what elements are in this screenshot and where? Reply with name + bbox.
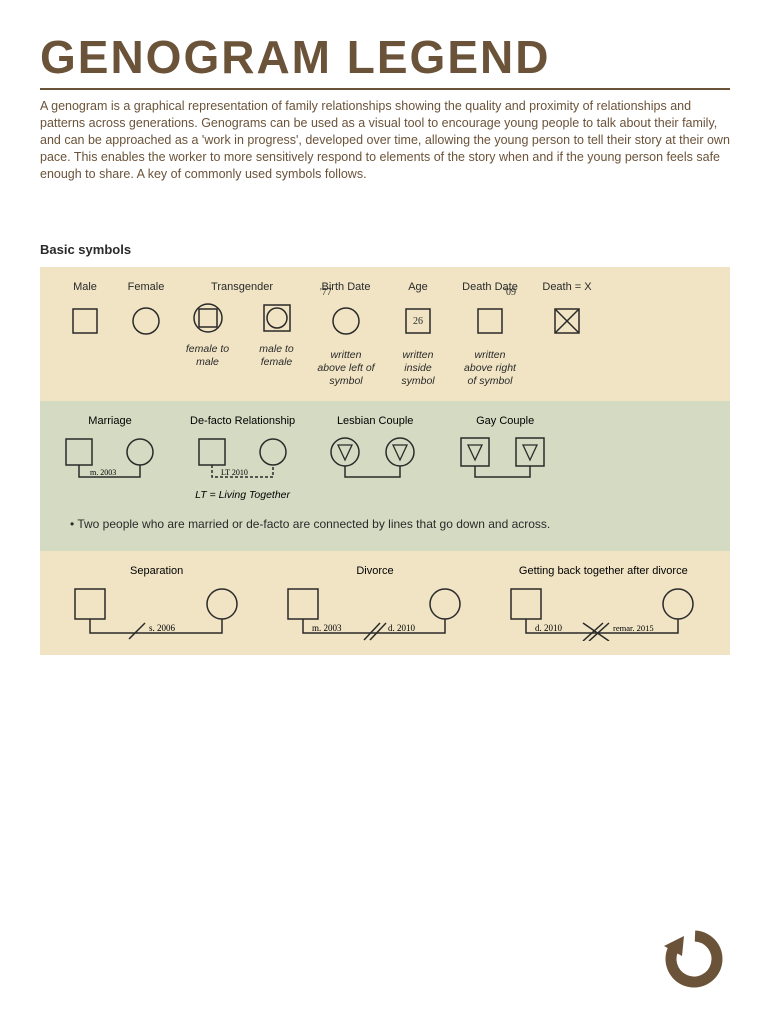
ftm-icon: [192, 302, 224, 334]
label-gay: Gay Couple: [476, 415, 534, 427]
svg-text:m. 2003: m. 2003: [312, 623, 342, 633]
refresh-icon[interactable]: [660, 924, 730, 994]
svg-text:remar. 2015: remar. 2015: [613, 623, 654, 633]
marriage-note: m. 2003: [90, 468, 116, 477]
label-lesbian: Lesbian Couple: [337, 415, 413, 427]
deathdate-icon: [476, 307, 504, 335]
label-separation: Separation: [130, 565, 183, 577]
label-transgender: Transgender: [211, 281, 273, 295]
defacto-icon: LT 2010: [193, 435, 293, 485]
label-female: Female: [128, 281, 165, 295]
deathx-icon: [553, 307, 581, 335]
label-male: Male: [73, 281, 97, 295]
section-heading: Basic symbols: [40, 242, 730, 257]
page-title: GENOGRAM LEGEND: [40, 30, 730, 90]
mtf-icon: [261, 302, 293, 334]
birthdate-note: '77: [320, 287, 332, 298]
panel-relationships: Marriage m. 2003 De-facto Relationship L…: [40, 401, 730, 551]
birthdate-icon: [331, 306, 361, 336]
female-icon: [131, 306, 161, 336]
lesbian-icon: [325, 435, 425, 485]
intro-text: A genogram is a graphical representation…: [40, 98, 730, 182]
label-divorce: Divorce: [356, 565, 393, 577]
age-note: 26: [413, 316, 423, 327]
svg-text:d. 2010: d. 2010: [535, 623, 563, 633]
sub-defacto: LT = Living Together: [195, 489, 290, 501]
marriage-icon: m. 2003: [60, 435, 160, 485]
svg-text:LT 2010: LT 2010: [221, 468, 248, 477]
relationships-note: • Two people who are married or de-facto…: [70, 517, 710, 531]
label-marriage: Marriage: [88, 415, 131, 427]
label-defacto: De-facto Relationship: [190, 415, 295, 427]
gay-icon: [455, 435, 555, 485]
sub-birthdate: written above left of symbol: [315, 349, 377, 387]
sub-ftm: female to male: [182, 343, 233, 368]
divorce-icon: m. 2003 d. 2010: [280, 585, 470, 641]
svg-text:d. 2010: d. 2010: [388, 623, 416, 633]
label-deathx: Death = X: [542, 281, 591, 295]
separation-icon: s. 2006: [67, 585, 247, 641]
svg-text:s. 2006: s. 2006: [149, 623, 176, 633]
deathdate-note: '09: [504, 287, 516, 298]
remarriage-icon: d. 2010 remar. 2015: [503, 585, 703, 641]
label-age: Age: [408, 281, 428, 295]
label-remarriage: Getting back together after divorce: [519, 565, 688, 577]
sub-mtf: male to female: [251, 343, 302, 368]
sub-age: written inside symbol: [390, 349, 446, 387]
sub-deathdate: written above right of symbol: [459, 349, 521, 387]
panel-basic-symbols: Male Female Transgender: [40, 267, 730, 401]
panel-separation: Separation s. 2006 Divorce m. 2003 d. 20…: [40, 551, 730, 655]
male-icon: [71, 307, 99, 335]
